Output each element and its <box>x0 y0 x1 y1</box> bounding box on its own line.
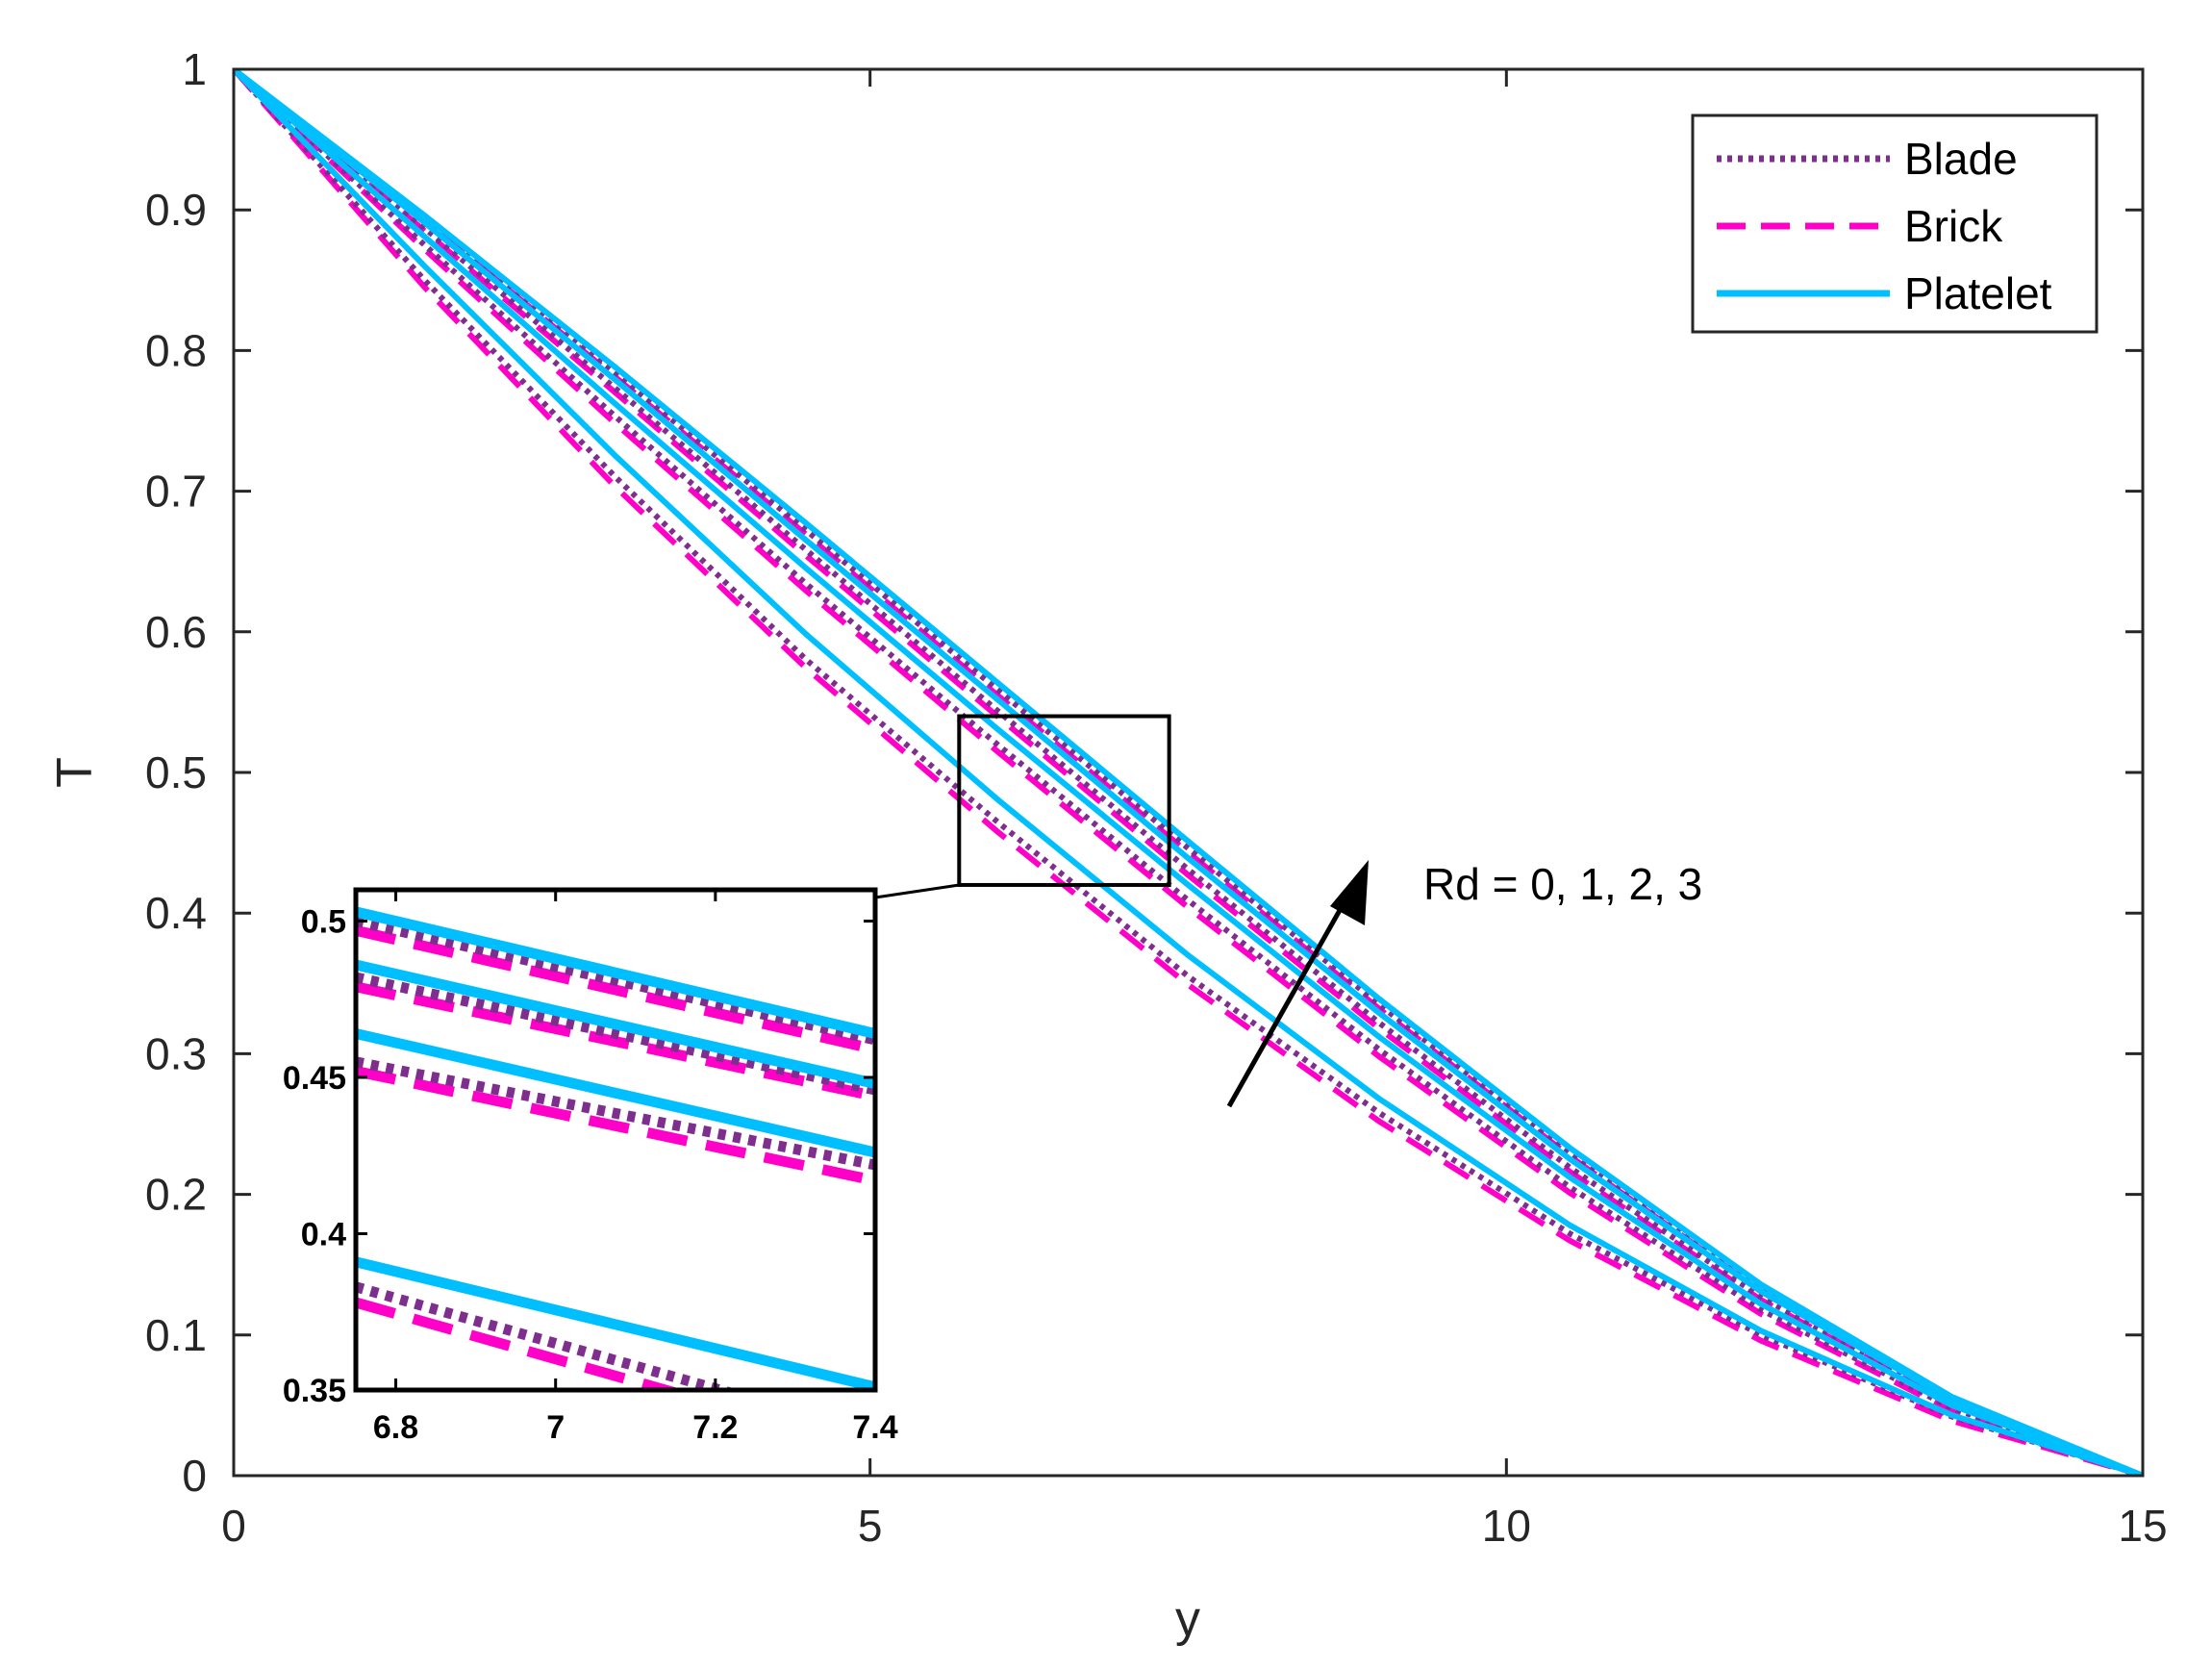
x-tick-label: 0 <box>221 1501 246 1551</box>
y-tick-label: 0 <box>182 1451 207 1501</box>
legend-label-brick: Brick <box>1904 201 2003 251</box>
inset-line-platelet-rd2 <box>356 959 875 1089</box>
inset-line-brick-rd1 <box>356 1066 875 1186</box>
inset-x-tick-label: 6.8 <box>373 1409 418 1446</box>
main-ticks-group: 0 5 10 15 0 0.1 0.2 0.3 0.4 0.5 0.6 0.7 0.8 0.9 1 <box>145 44 2168 1551</box>
inset-series-group <box>356 906 875 1390</box>
inset-x-tick-label: 7.4 <box>852 1409 897 1446</box>
inset-y-tick-label: 0.5 <box>301 904 346 941</box>
inset-y-tick-label: 0.4 <box>301 1217 346 1253</box>
legend: Blade Brick Platelet <box>1691 114 2099 334</box>
inset-line-platelet-rd1 <box>356 1028 875 1158</box>
x-tick-label: 10 <box>1482 1501 1531 1551</box>
x-tick-label: 5 <box>858 1501 883 1551</box>
series-line-platelet-rd1 <box>234 69 2143 1476</box>
y-tick-label: 0.3 <box>145 1028 207 1078</box>
series-line-blade-rd0 <box>234 69 2143 1476</box>
rd-arrow-head <box>1330 860 1369 925</box>
rd-annotation: Rd = 0, 1, 2, 3 <box>1423 859 1702 909</box>
inset-line-blade-rd3 <box>356 916 875 1046</box>
series-line-blade-rd2 <box>234 69 2143 1476</box>
inset-line-platelet-rd3 <box>356 906 875 1039</box>
y-tick-label: 0.8 <box>145 325 207 375</box>
series-line-blade-rd1 <box>234 69 2143 1476</box>
y-tick-label: 0.5 <box>145 747 207 797</box>
legend-label-blade: Blade <box>1904 134 2018 184</box>
inset-x-tick-label: 7.2 <box>692 1409 738 1446</box>
series-line-blade-rd3 <box>234 69 2143 1476</box>
legend-label-platelet: Platelet <box>1904 268 2052 318</box>
zoom-connector-line <box>874 883 960 899</box>
rd-arrow-shaft <box>1226 888 1354 1108</box>
y-tick-label: 1 <box>182 44 207 94</box>
y-axis-label: T <box>47 757 103 788</box>
y-tick-label: 0.6 <box>145 607 207 657</box>
inset-line-blade-rd1 <box>356 1056 875 1171</box>
main-series-group <box>234 69 2143 1476</box>
y-tick-label: 0.7 <box>145 467 207 517</box>
inset-y-tick-label: 0.35 <box>283 1373 346 1409</box>
inset-line-platelet-rd0 <box>356 1256 875 1390</box>
zoom-region-box <box>957 714 1171 887</box>
y-tick-label: 0.9 <box>145 185 207 235</box>
y-tick-label: 0.2 <box>145 1170 207 1220</box>
series-line-platelet-rd2 <box>234 69 2143 1476</box>
inset-line-brick-rd0 <box>356 1297 686 1390</box>
inset-x-tick-label: 7 <box>546 1409 565 1446</box>
x-tick-label: 15 <box>2118 1501 2167 1551</box>
series-line-platelet-rd0 <box>234 69 2143 1476</box>
inset-border <box>353 887 878 1393</box>
series-line-platelet-rd3 <box>234 69 2143 1476</box>
inset-ticks-group: 6.8 7 7.2 7.4 0.35 0.4 0.45 0.5 <box>283 890 898 1446</box>
series-line-brick-rd1 <box>234 69 2143 1476</box>
inset-line-brick-rd3 <box>356 924 875 1055</box>
inset-y-tick-label: 0.45 <box>283 1060 346 1097</box>
y-tick-label: 0.4 <box>145 888 207 938</box>
x-axis-label: y <box>1175 1591 1200 1647</box>
y-tick-label: 0.1 <box>145 1310 207 1360</box>
inset-line-blade-rd2 <box>356 972 875 1096</box>
inset-line-brick-rd2 <box>356 981 875 1101</box>
